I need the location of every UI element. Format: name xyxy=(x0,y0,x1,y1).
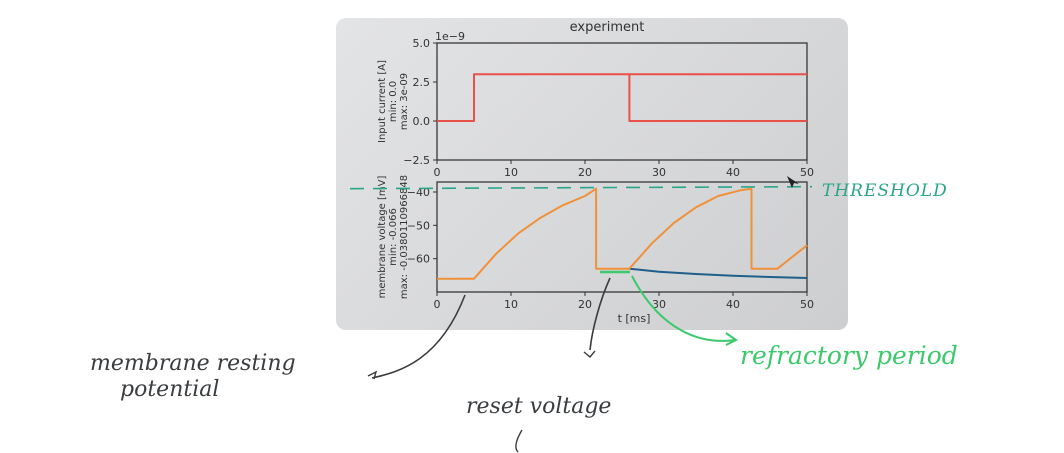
y-axis-label: membrane voltage [mV] xyxy=(377,175,388,298)
y-axis-label: max: 3e-09 xyxy=(399,73,410,130)
y-tick-label: −60 xyxy=(407,253,430,266)
refractory-arrowhead xyxy=(725,332,738,346)
axis-offset-label: 1e−9 xyxy=(435,30,465,43)
x-tick-label: 20 xyxy=(578,166,592,179)
y-axis-label: min: 0.0 xyxy=(388,81,399,122)
y-axis-label: max: -0.0380110966848 xyxy=(399,175,410,299)
x-tick-label: 50 xyxy=(800,298,814,311)
x-tick-label: 40 xyxy=(726,166,740,179)
threshold-annotation: THRESHOLD xyxy=(822,181,948,201)
y-tick-label: 2.5 xyxy=(413,76,431,89)
reset-annotation: reset voltage xyxy=(466,394,611,419)
plot-frame xyxy=(436,42,808,161)
resting-arrow xyxy=(371,294,466,379)
x-tick-label: 30 xyxy=(652,166,666,179)
y-tick-label: −40 xyxy=(407,186,430,199)
x-tick-label: 10 xyxy=(504,298,518,311)
x-tick-label: 20 xyxy=(578,298,592,311)
y-axis-label: min: -0.066 xyxy=(388,208,399,266)
chart-title: experiment xyxy=(570,20,645,35)
y-tick-label: 0.0 xyxy=(413,115,431,128)
y-tick-label: 5.0 xyxy=(413,37,431,50)
y-axis-label: Input current [A] xyxy=(377,60,388,143)
reset-arrow xyxy=(589,277,611,351)
y-tick-label: −50 xyxy=(407,219,430,232)
resting-arrowhead xyxy=(367,370,378,380)
series-line-0 xyxy=(629,267,808,279)
y-tick-label: −2.5 xyxy=(403,154,430,167)
series-line-0 xyxy=(437,73,807,122)
reset-arrowhead xyxy=(583,350,596,358)
x-tick-label: 50 xyxy=(800,166,814,179)
series-line-1 xyxy=(437,187,808,280)
x-tick-label: 0 xyxy=(434,166,441,179)
plot-frame xyxy=(436,181,808,293)
resting-annotation: membrane resting xyxy=(90,351,296,376)
refractory-annotation: refractory period xyxy=(740,341,958,370)
x-tick-label: 10 xyxy=(504,166,518,179)
x-axis-label: t [ms] xyxy=(618,312,651,325)
x-tick-label: 30 xyxy=(652,298,666,311)
reset-underline xyxy=(515,429,523,453)
cursor-icon xyxy=(787,176,799,188)
resting-annotation: potential xyxy=(120,377,219,402)
threshold-line xyxy=(349,185,813,190)
x-tick-label: 0 xyxy=(434,298,441,311)
photo-backdrop xyxy=(336,18,848,330)
refractory-arrow xyxy=(631,275,736,342)
x-tick-label: 40 xyxy=(726,298,740,311)
